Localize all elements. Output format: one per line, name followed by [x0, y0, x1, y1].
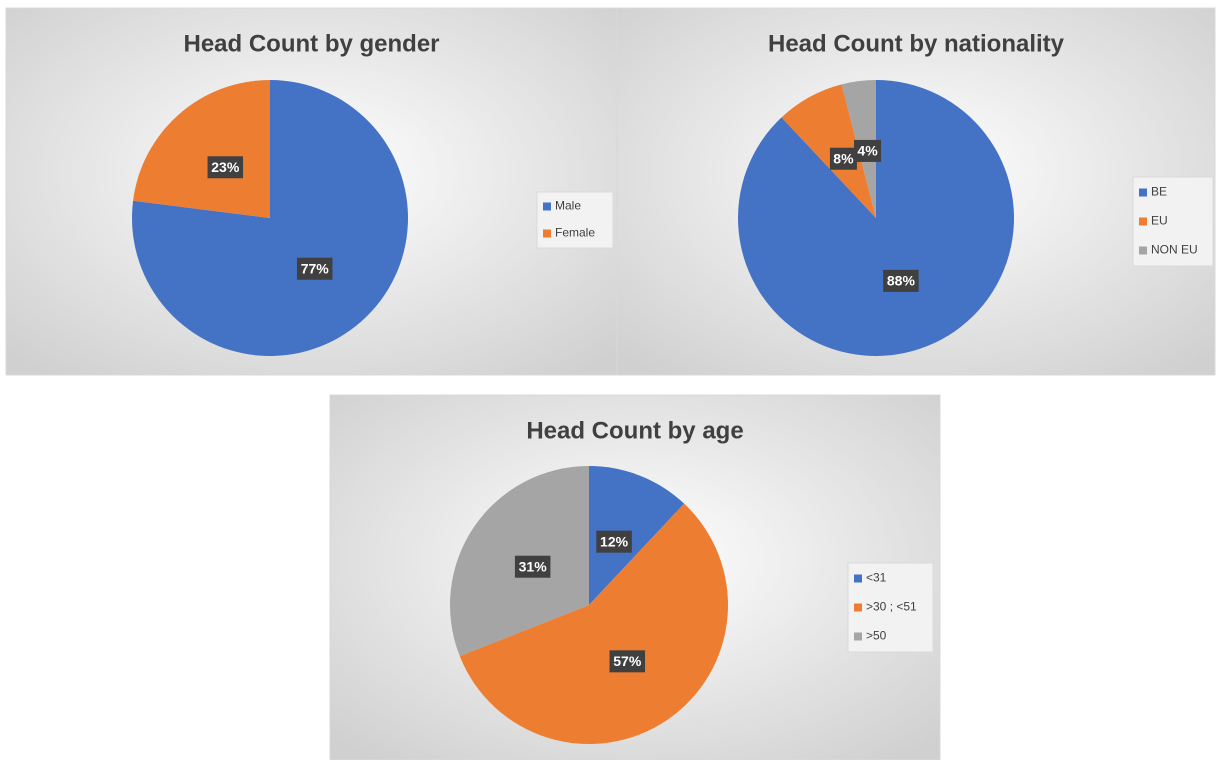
legend-label: <31	[866, 571, 887, 585]
legend-swatch	[854, 632, 862, 641]
legend-label: >50	[866, 629, 887, 643]
data-label: 31%	[519, 558, 548, 574]
legend-label: Male	[555, 199, 581, 213]
data-label-box	[829, 147, 857, 170]
legend-label: Female	[555, 226, 595, 240]
pie-slice	[132, 80, 408, 357]
data-label: 88%	[887, 273, 916, 289]
data-label-box	[883, 269, 919, 292]
pie-slice	[738, 80, 1014, 357]
data-label: 77%	[301, 260, 330, 276]
pie-slice	[589, 466, 685, 605]
legend-swatch	[1139, 188, 1147, 197]
chart: Head Count by age 12% 57% 31% <31 >30 ; <51 >5…	[329, 394, 941, 760]
data-label-box	[596, 530, 632, 553]
pie-slice	[459, 503, 729, 745]
data-label: 23%	[211, 159, 240, 175]
data-label: 57%	[613, 653, 642, 669]
data-label-box	[296, 257, 333, 280]
legend-label: EU	[1151, 214, 1168, 228]
data-label-box	[514, 555, 551, 578]
chart-title: Head Count by nationality	[768, 30, 1065, 57]
data-label: 8%	[833, 150, 854, 166]
legend-swatch	[1139, 217, 1147, 226]
legend-swatch	[543, 202, 551, 211]
legend-box	[536, 191, 614, 249]
data-label-box	[854, 139, 882, 162]
legend-swatch	[854, 574, 862, 583]
legend-swatch	[1139, 246, 1147, 255]
legend-label: NON EU	[1151, 243, 1198, 257]
pie-slice	[133, 80, 270, 218]
legend-box	[847, 562, 934, 653]
data-label-box	[207, 156, 244, 179]
chart: Head Count by gender 77% 23% Male Female	[5, 7, 618, 376]
pie-slice	[781, 84, 876, 218]
data-label: 12%	[600, 533, 629, 549]
data-label-box	[609, 650, 646, 673]
chart-title: Head Count by gender	[183, 30, 439, 57]
legend-label: >30 ; <51	[866, 600, 917, 614]
chart: Head Count by nationality 88% 8% 4% BE EU NON …	[616, 7, 1216, 376]
legend-swatch	[854, 603, 862, 612]
legend-swatch	[543, 229, 551, 238]
legend-label: BE	[1151, 185, 1167, 199]
data-label: 4%	[857, 143, 878, 159]
chart-title: Head Count by age	[526, 417, 743, 444]
